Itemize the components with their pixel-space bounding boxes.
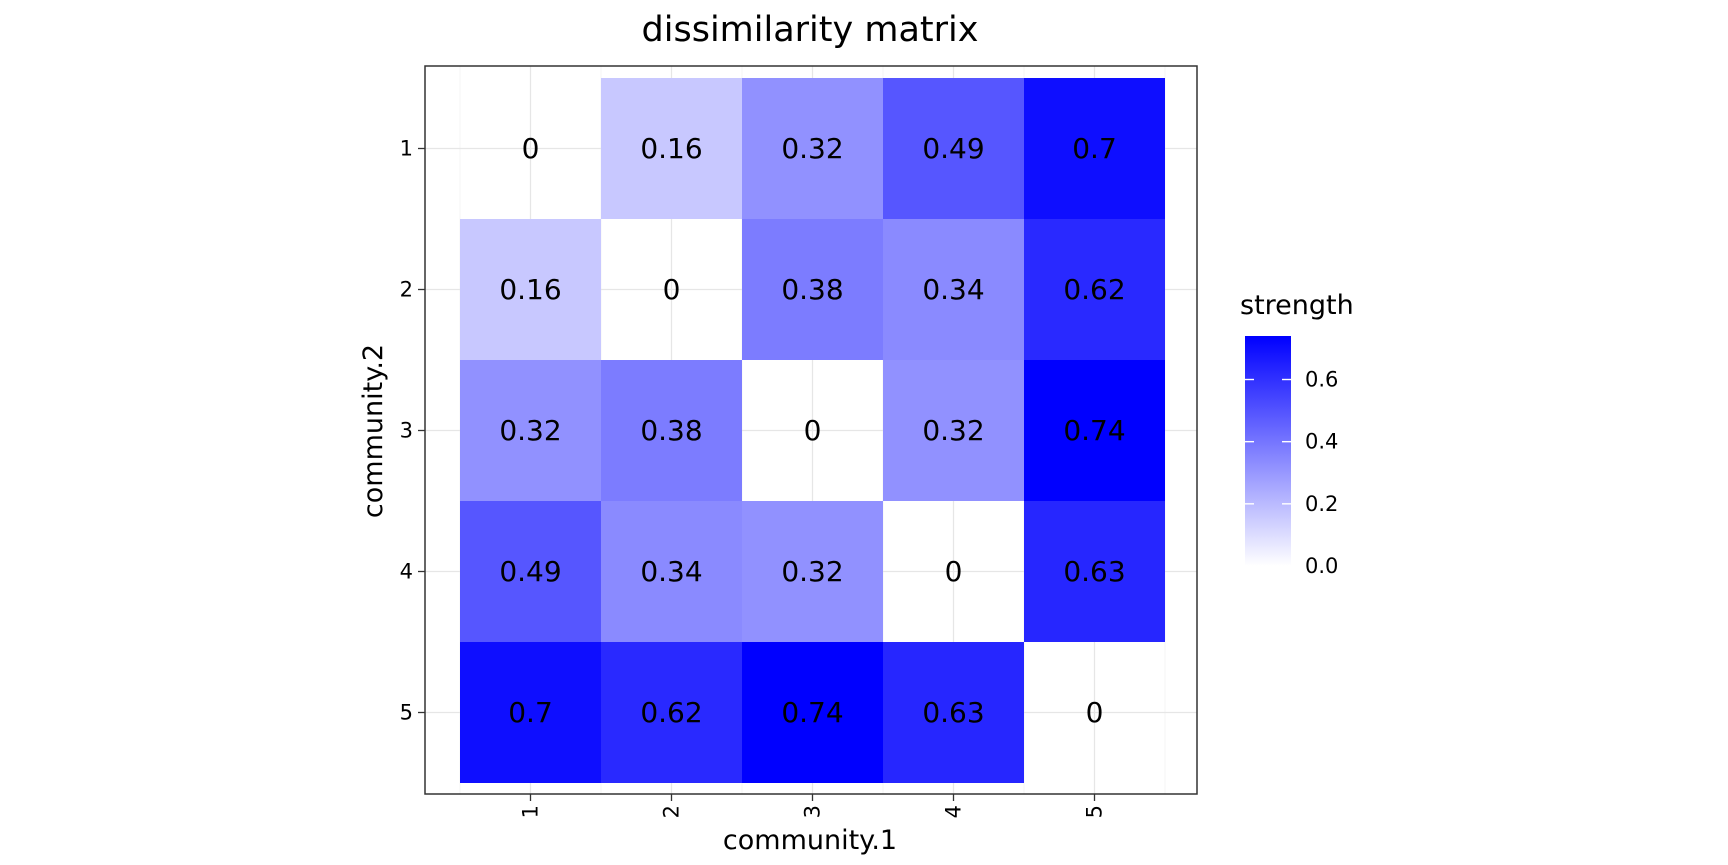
y-tick-label: 3 (400, 419, 413, 443)
heatmap-cell (883, 642, 1024, 783)
cell-value-label: 0.16 (499, 273, 561, 306)
heatmap-cell (883, 78, 1024, 219)
cell-value-label: 0 (522, 132, 540, 165)
cell-value-label: 0.32 (922, 414, 984, 447)
cell-value-label: 0.63 (1063, 555, 1125, 588)
heatmap-cell (460, 219, 601, 360)
y-axis-title: community.2 (358, 344, 389, 518)
cell-value-label: 0.32 (781, 132, 843, 165)
heatmap-cell (742, 501, 883, 642)
y-tick-label: 1 (400, 137, 413, 161)
heatmap-cell (601, 501, 742, 642)
heatmap-cell (1024, 501, 1165, 642)
cell-value-label: 0.34 (922, 273, 984, 306)
cell-value-label: 0.49 (499, 555, 561, 588)
heatmap-cell (460, 642, 601, 783)
x-tick-label: 1 (519, 805, 543, 818)
heatmap-cell (1024, 78, 1165, 219)
x-tick-label: 4 (942, 805, 966, 818)
cell-value-label: 0.32 (499, 414, 561, 447)
y-tick-label: 2 (400, 278, 413, 302)
cell-value-label: 0 (945, 555, 963, 588)
cell-value-label: 0.62 (640, 696, 702, 729)
heatmap-cell (460, 501, 601, 642)
x-axis-title: community.1 (723, 825, 897, 856)
legend-tick-label: 0.0 (1305, 554, 1338, 578)
x-tick-label: 2 (660, 805, 684, 818)
heatmap-cell (742, 78, 883, 219)
cell-value-label: 0.63 (922, 696, 984, 729)
heatmap-cell (601, 642, 742, 783)
legend-tick-label: 0.6 (1305, 368, 1338, 392)
cell-value-label: 0 (804, 414, 822, 447)
cell-value-label: 0 (663, 273, 681, 306)
cell-value-label: 0.62 (1063, 273, 1125, 306)
heatmap-cell (883, 360, 1024, 501)
y-tick-label: 4 (400, 560, 413, 584)
cell-value-label: 0.49 (922, 132, 984, 165)
cell-value-label: 0 (1086, 696, 1104, 729)
cell-value-label: 0.38 (781, 273, 843, 306)
cell-value-label: 0.16 (640, 132, 702, 165)
x-tick-label: 3 (801, 805, 825, 818)
legend-colorbar (1245, 336, 1291, 566)
cell-value-label: 0.38 (640, 414, 702, 447)
heatmap-cell (742, 219, 883, 360)
cell-value-label: 0.7 (1072, 132, 1117, 165)
heatmap-cell (1024, 360, 1165, 501)
heatmap-cell (883, 219, 1024, 360)
x-tick-label: 5 (1083, 805, 1107, 818)
legend-title: strength (1240, 290, 1354, 321)
legend-tick-label: 0.2 (1305, 492, 1338, 516)
cell-value-label: 0.74 (781, 696, 843, 729)
plot-area: 0 0.16 0.32 0.49 0.7 0.16 0 0.38 0.34 0.62 0.32 0.3… (400, 65, 1198, 818)
y-tick-label: 5 (400, 701, 413, 725)
heatmap-cell (460, 360, 601, 501)
legend-tick-label: 0.4 (1305, 430, 1338, 454)
cell-value-label: 0.32 (781, 555, 843, 588)
heatmap-cell (1024, 219, 1165, 360)
cell-value-label: 0.74 (1063, 414, 1125, 447)
heatmap-cell (601, 360, 742, 501)
legend: strength 0.0 0.2 0.4 0.6 (1240, 290, 1354, 578)
cell-value-label: 0.34 (640, 555, 702, 588)
cell-value-label: 0.7 (508, 696, 553, 729)
heatmap-cell (742, 642, 883, 783)
heatmap-cell (601, 78, 742, 219)
chart-title: dissimilarity matrix (642, 10, 979, 50)
